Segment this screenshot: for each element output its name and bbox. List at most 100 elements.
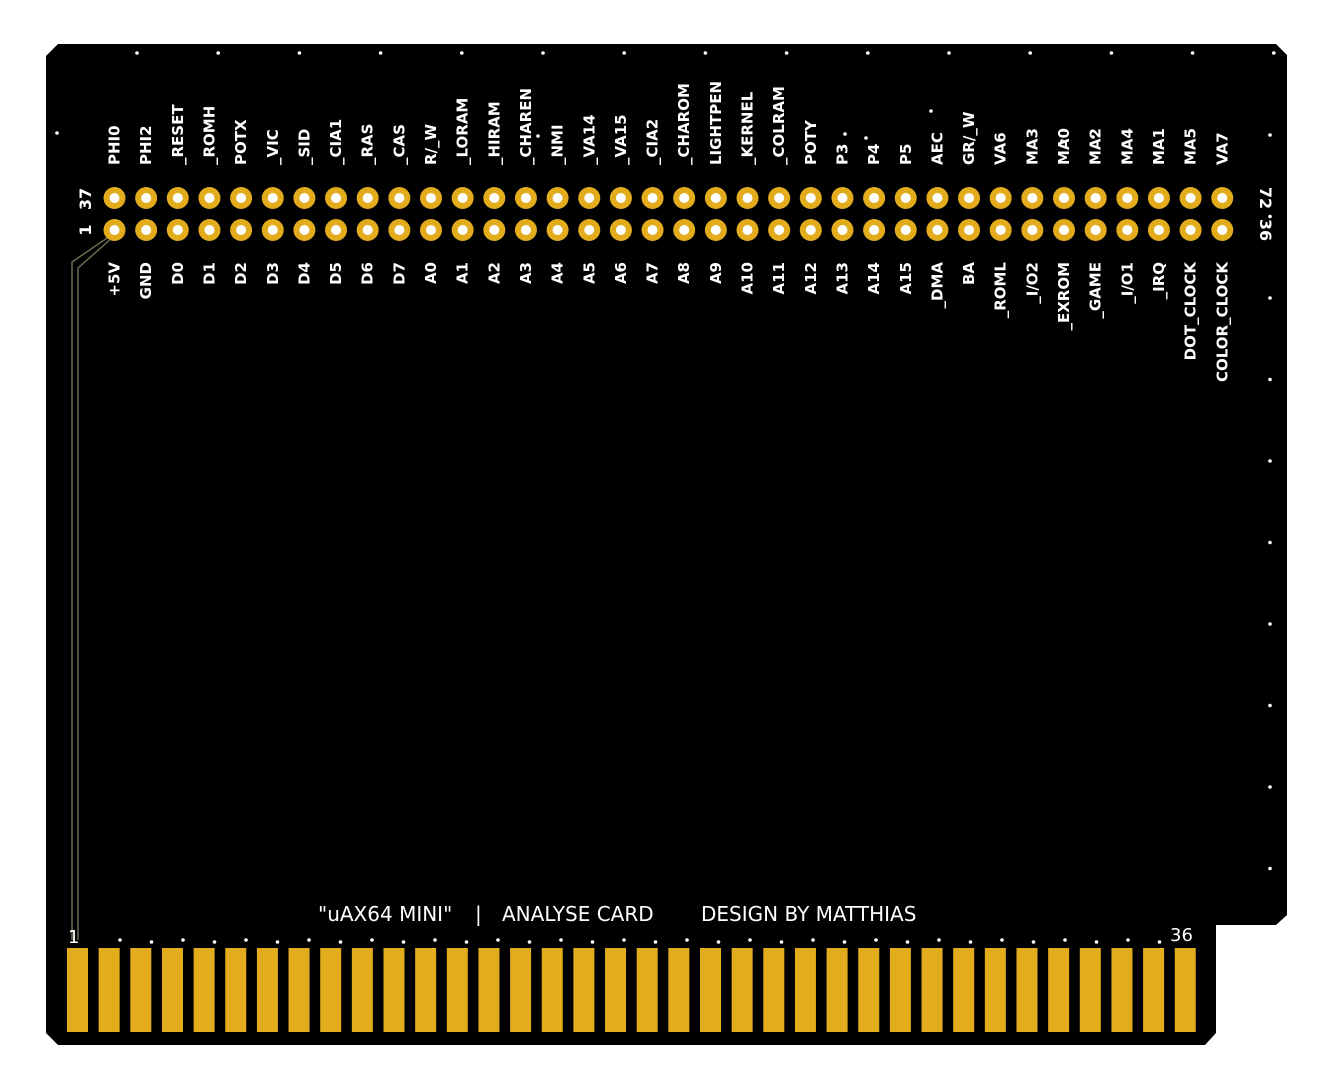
pad-hole [679,193,690,203]
top-pin-label: _VIC [264,129,282,165]
pad-hole [742,225,753,235]
bottom-pin-label: _I/O1 [1118,262,1136,304]
silk-dot [716,940,721,944]
pad-hole [1059,225,1069,235]
silk-dot [1268,133,1272,137]
bottom-pin-label: A15 [897,262,915,294]
pad-hole [172,225,183,235]
pad-hole [204,193,215,203]
silk-dot [541,51,545,55]
pad-hole [236,225,247,235]
top-pin-label: LIGHTPEN [707,81,725,165]
pad-hole [1122,225,1133,235]
pad-hole [331,225,342,235]
top-pin-label: _RESET [169,104,187,165]
pad-hole [995,225,1006,235]
top-pin-label: P5 [897,144,915,165]
pad-hole [394,193,405,203]
bottom-pin-label: _EXROM [1055,262,1073,331]
bottom-pin-label: DOT_CLOCK [1182,261,1200,361]
silk-dot [216,51,220,55]
silk-dot [622,938,626,942]
top-pin-label: _ROMH [200,106,218,165]
silk-dot [1268,866,1272,871]
silk-dot [297,51,302,55]
trace-line [71,235,111,940]
bottom-pin-label: +5V [106,262,124,297]
edge-finger [953,948,975,1032]
pad-hole [299,225,310,235]
edge-finger [1174,948,1196,1032]
top-pin-label: MA0 [1055,128,1073,165]
silk-dot [1157,940,1162,944]
pad-hole [837,225,848,235]
silk-dot [1063,938,1067,942]
title-name: "uAX64 MINI" [318,902,452,926]
bottom-pin-label: D3 [264,262,282,285]
silk-dot [864,136,868,140]
pad-hole [141,225,152,235]
pad-hole [489,193,500,203]
edge-finger [984,948,1006,1032]
edge-finger [446,948,468,1032]
silk-dot [378,51,383,55]
silk-dot [135,51,139,55]
bottom-pin-label: A7 [644,262,662,284]
silk-dot [1268,703,1272,708]
edge-finger [1111,948,1133,1032]
bottom-pin-label: D7 [390,262,408,285]
pad-hole [869,193,880,203]
top-pin-label: _LORAM [454,98,472,165]
pad-hole [615,193,626,203]
silk-dot [1000,938,1004,942]
pad-hole [426,225,436,235]
silk-dot [1060,139,1064,143]
edge-finger [510,948,532,1032]
pad-hole [1027,225,1038,235]
edge-finger [605,948,627,1032]
pad-hole [647,193,658,203]
pad-hole [932,225,943,235]
bottom-pin-label: A5 [580,262,598,284]
edge-finger [320,948,342,1032]
silk-dot [1268,296,1272,300]
pad-hole [426,193,436,203]
top-pin-label: MA1 [1150,128,1168,165]
pad-hole [1059,193,1069,203]
bottom-pin-label: BA [960,262,978,285]
top-pin-label: _COLRAM [770,86,788,165]
silk-dot [1094,940,1099,944]
pad-hole [647,225,658,235]
top-pin-label: _NMI [549,124,567,165]
edge-finger [67,948,88,1032]
top-pin-label: VA6 [992,132,1010,165]
pad-hole [267,225,278,235]
top-pin-label: MA3 [1023,128,1041,165]
silk-dot [527,940,532,944]
pad-hole [964,225,975,235]
pad-hole [394,225,405,235]
silk-dot [1091,135,1095,139]
silk-dot [622,51,626,55]
top-pin-label: MA5 [1182,128,1200,165]
top-pin-label: P4 [865,144,883,165]
edge-finger [351,948,373,1032]
bottom-pin-labels: +5V GND D0 D1 D2 D3 D4 D5 D6 D7 A0 A1 A2 A3 A4 A5 A6 A7 A8… [106,261,1232,382]
top-pin-label: _CHAROM [675,83,693,165]
silk-dot [118,938,122,942]
edge-number-left: 1 [68,927,79,948]
edge-finger [415,948,437,1032]
pad-hole [932,193,943,203]
header-number-left-top: 37 [76,188,95,210]
silk-dot [703,51,708,55]
pad-hole [457,225,468,235]
pad-hole [267,193,278,203]
edge-finger [731,948,753,1032]
silk-dot [275,940,280,944]
silk-dot [1190,51,1195,55]
silk-dot [559,938,563,942]
pad-hole [552,193,563,203]
pad-hole [204,225,215,235]
pad-hole [774,193,785,203]
